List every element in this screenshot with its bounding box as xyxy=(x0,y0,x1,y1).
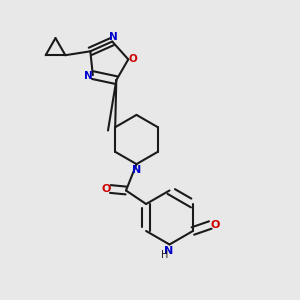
Text: H: H xyxy=(161,250,168,260)
Text: N: N xyxy=(109,32,118,42)
Text: O: O xyxy=(210,220,220,230)
Text: N: N xyxy=(84,71,92,81)
Text: N: N xyxy=(132,165,141,175)
Text: O: O xyxy=(129,54,137,64)
Text: O: O xyxy=(101,184,111,194)
Text: N: N xyxy=(164,246,173,256)
